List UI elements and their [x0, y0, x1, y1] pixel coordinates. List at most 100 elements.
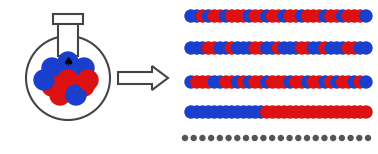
Circle shape: [249, 106, 261, 118]
Circle shape: [214, 42, 226, 54]
Circle shape: [220, 10, 232, 22]
Circle shape: [313, 136, 318, 140]
Circle shape: [220, 106, 232, 118]
Circle shape: [191, 76, 203, 88]
Circle shape: [342, 10, 355, 22]
Circle shape: [354, 76, 366, 88]
Circle shape: [349, 76, 360, 88]
Circle shape: [360, 106, 372, 118]
Circle shape: [226, 106, 238, 118]
Circle shape: [313, 106, 325, 118]
Circle shape: [342, 42, 355, 54]
Circle shape: [278, 10, 290, 22]
Circle shape: [58, 70, 78, 90]
FancyArrow shape: [118, 66, 168, 90]
Circle shape: [208, 76, 220, 88]
Circle shape: [296, 10, 308, 22]
Circle shape: [354, 106, 366, 118]
Circle shape: [302, 10, 314, 22]
Circle shape: [243, 136, 248, 140]
Circle shape: [273, 76, 285, 88]
Circle shape: [307, 106, 319, 118]
Circle shape: [337, 106, 349, 118]
Circle shape: [261, 42, 273, 54]
Circle shape: [232, 76, 244, 88]
Circle shape: [203, 42, 214, 54]
Circle shape: [214, 76, 226, 88]
Circle shape: [217, 136, 222, 140]
Circle shape: [261, 136, 266, 140]
Circle shape: [214, 106, 226, 118]
Circle shape: [360, 10, 372, 22]
Circle shape: [226, 76, 238, 88]
Circle shape: [237, 42, 249, 54]
Circle shape: [278, 42, 290, 54]
Circle shape: [325, 42, 337, 54]
Circle shape: [331, 42, 343, 54]
Circle shape: [273, 42, 285, 54]
Circle shape: [261, 10, 273, 22]
Circle shape: [331, 106, 343, 118]
Circle shape: [255, 42, 267, 54]
Circle shape: [203, 10, 214, 22]
Circle shape: [237, 10, 249, 22]
Circle shape: [66, 85, 86, 105]
Circle shape: [203, 106, 214, 118]
Circle shape: [185, 106, 197, 118]
Circle shape: [360, 42, 372, 54]
Circle shape: [197, 42, 209, 54]
Bar: [58, 20, 78, 56]
Circle shape: [252, 136, 257, 140]
Circle shape: [220, 42, 232, 54]
Circle shape: [50, 85, 70, 105]
Circle shape: [278, 76, 290, 88]
Circle shape: [342, 76, 355, 88]
Circle shape: [266, 106, 279, 118]
Circle shape: [296, 136, 301, 140]
Circle shape: [243, 106, 255, 118]
Circle shape: [331, 10, 343, 22]
Circle shape: [313, 42, 325, 54]
Circle shape: [319, 42, 331, 54]
Circle shape: [319, 10, 331, 22]
Circle shape: [42, 58, 62, 78]
Circle shape: [220, 76, 232, 88]
Circle shape: [284, 10, 296, 22]
Circle shape: [278, 136, 284, 140]
Circle shape: [325, 106, 337, 118]
Circle shape: [313, 10, 325, 22]
Circle shape: [243, 42, 255, 54]
Circle shape: [237, 76, 249, 88]
Circle shape: [290, 76, 302, 88]
Circle shape: [307, 42, 319, 54]
Circle shape: [319, 106, 331, 118]
Circle shape: [287, 136, 292, 140]
Circle shape: [349, 42, 360, 54]
Bar: [53, 14, 83, 24]
Circle shape: [191, 106, 203, 118]
Circle shape: [185, 42, 197, 54]
Circle shape: [278, 106, 290, 118]
Circle shape: [325, 76, 337, 88]
Circle shape: [255, 76, 267, 88]
Circle shape: [366, 136, 370, 140]
Circle shape: [185, 76, 197, 88]
Circle shape: [331, 136, 336, 140]
Circle shape: [284, 106, 296, 118]
Circle shape: [354, 42, 366, 54]
Circle shape: [270, 136, 275, 140]
Circle shape: [200, 136, 205, 140]
Circle shape: [209, 136, 214, 140]
Circle shape: [235, 136, 240, 140]
Circle shape: [357, 136, 362, 140]
Circle shape: [342, 106, 355, 118]
Circle shape: [266, 76, 279, 88]
Circle shape: [208, 42, 220, 54]
Circle shape: [266, 42, 279, 54]
Circle shape: [191, 136, 196, 140]
Circle shape: [232, 10, 244, 22]
Circle shape: [232, 106, 244, 118]
Circle shape: [237, 106, 249, 118]
Circle shape: [296, 42, 308, 54]
Circle shape: [249, 42, 261, 54]
